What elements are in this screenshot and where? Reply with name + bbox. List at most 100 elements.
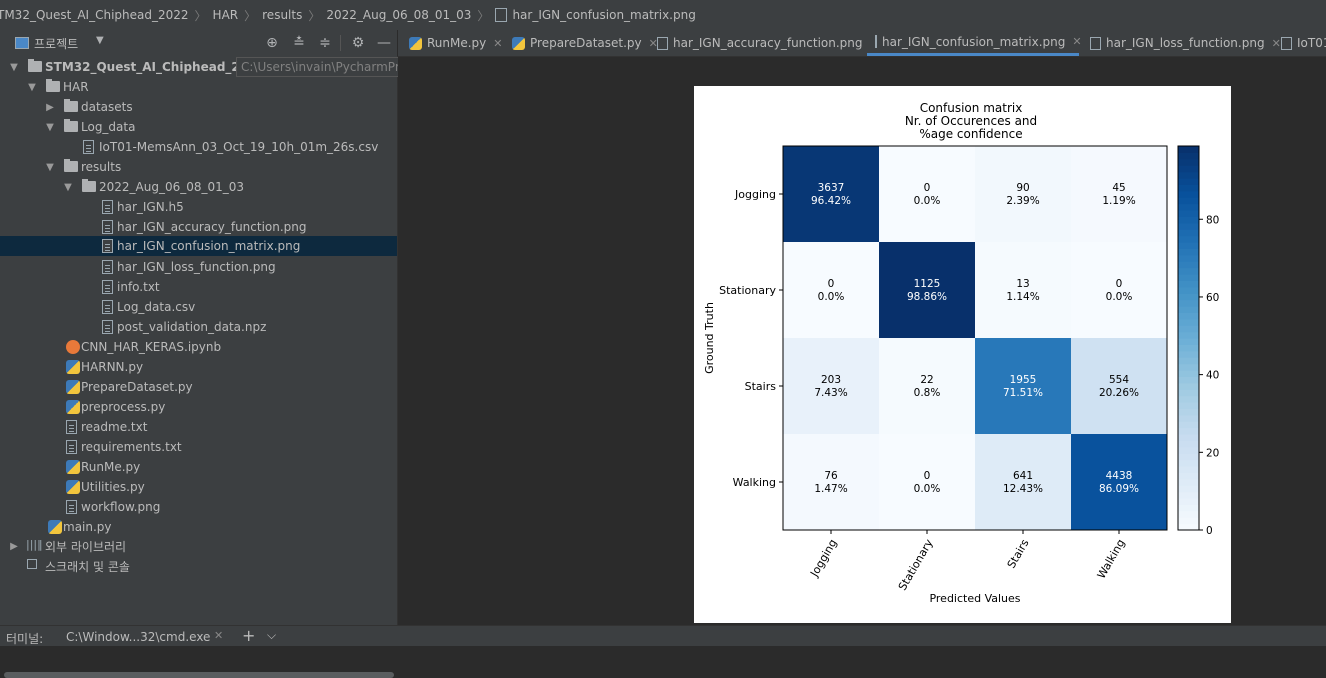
- tree-item-loss-png[interactable]: har_IGN_loss_function.png: [0, 257, 397, 277]
- tree-item-run-folder[interactable]: ▼ 2022_Aug_06_08_01_03: [0, 177, 397, 197]
- colorbar-segment: [1178, 229, 1199, 237]
- tree-item-csv[interactable]: IoT01-MemsAnn_03_Oct_19_10h_01m_26s.csv: [0, 137, 397, 157]
- breadcrumb-run-folder[interactable]: 2022_Aug_06_08_01_03: [326, 8, 472, 22]
- tree-item-runme[interactable]: RunMe.py: [0, 457, 397, 477]
- close-icon[interactable]: ✕: [1271, 36, 1281, 50]
- minimize-icon[interactable]: —: [377, 35, 391, 51]
- python-file-icon: [512, 36, 525, 50]
- tab-iot01[interactable]: IoT01: [1281, 30, 1326, 56]
- tree-item-label: 스크래치 및 콘솔: [45, 559, 130, 574]
- tab-confusion-matrix[interactable]: har_IGN_confusion_matrix.png ✕: [867, 30, 1082, 56]
- tab-preparedataset[interactable]: PrepareDataset.py ✕: [512, 30, 658, 56]
- expand-all-icon[interactable]: ≛: [293, 35, 305, 51]
- chevron-right-icon[interactable]: ▶: [10, 540, 18, 552]
- chevron-down-icon[interactable]: ▼: [28, 81, 36, 93]
- cell-percent-label: 98.86%: [907, 291, 947, 303]
- tree-item-harnn[interactable]: HARNN.py: [0, 357, 397, 377]
- cell-percent-label: 0.0%: [1106, 291, 1133, 303]
- tree-item-info-txt[interactable]: info.txt: [0, 277, 397, 297]
- tree-item-main[interactable]: main.py: [0, 517, 397, 537]
- tree-item-label: datasets: [81, 100, 133, 114]
- close-icon[interactable]: ✕: [1072, 35, 1082, 48]
- image-file-icon: [102, 260, 113, 274]
- tree-item-preprocess[interactable]: preprocess.py: [0, 397, 397, 417]
- colorbar-segment: [1178, 510, 1199, 518]
- tab-accuracy[interactable]: har_IGN_accuracy_function.png ✕: [657, 30, 879, 56]
- tab-label: har_IGN_confusion_matrix.png: [882, 34, 1066, 49]
- tree-item-scratches[interactable]: 스크래치 및 콘솔: [0, 556, 397, 576]
- chevron-down-icon[interactable]: ▼: [10, 61, 18, 73]
- close-icon[interactable]: ✕: [648, 36, 658, 50]
- cell-percent-label: 96.42%: [811, 195, 851, 207]
- colorbar-segment: [1178, 312, 1199, 320]
- heatmap-cell: [1071, 338, 1167, 434]
- colorbar-segment: [1178, 299, 1199, 307]
- cell-percent-label: 2.39%: [1006, 195, 1039, 207]
- colorbar-segment: [1178, 421, 1199, 429]
- tree-item-accuracy-png[interactable]: har_IGN_accuracy_function.png: [0, 217, 397, 237]
- colorbar-frame: [1177, 145, 1200, 531]
- breadcrumb-results[interactable]: results: [262, 8, 303, 22]
- folder-icon: [64, 119, 78, 132]
- horizontal-scrollbar[interactable]: [4, 672, 394, 678]
- tree-item-logdata-csv[interactable]: Log_data.csv: [0, 297, 397, 317]
- chevron-down-icon[interactable]: ▼: [46, 161, 54, 173]
- image-file-icon: [1090, 36, 1101, 50]
- tree-item-results[interactable]: ▼ results: [0, 157, 397, 177]
- heatmap-cell: [1071, 242, 1167, 338]
- colorbar-segment: [1178, 331, 1199, 339]
- tree-item-confusion-png[interactable]: har_IGN_confusion_matrix.png: [0, 236, 397, 256]
- y-tick-label: Stairs: [745, 380, 777, 393]
- colorbar-segment: [1178, 325, 1199, 333]
- cell-count-label: 76: [824, 470, 838, 482]
- tree-item-label: Log_data: [81, 120, 136, 134]
- tab-loss[interactable]: har_IGN_loss_function.png ✕: [1090, 30, 1281, 56]
- colorbar-segment: [1178, 190, 1199, 198]
- chevron-down-icon[interactable]: ▼: [96, 35, 104, 46]
- tree-item-external-libraries[interactable]: ▶ |||‖ 외부 라이브러리: [0, 536, 397, 556]
- chevron-down-icon[interactable]: ▼: [46, 121, 54, 133]
- breadcrumb-file[interactable]: har_IGN_confusion_matrix.png: [512, 8, 696, 22]
- tree-item-readme[interactable]: readme.txt: [0, 417, 397, 437]
- tree-item-label: HARNN.py: [81, 360, 144, 374]
- heatmap-cell: [783, 338, 879, 434]
- tree-item-requirements[interactable]: requirements.txt: [0, 437, 397, 457]
- chevron-down-icon[interactable]: ⌵: [267, 628, 277, 642]
- terminal-label[interactable]: 터미널:: [6, 632, 44, 646]
- colorbar-segment: [1178, 363, 1199, 371]
- breadcrumb-har[interactable]: HAR: [212, 8, 239, 22]
- tree-item-h5[interactable]: har_IGN.h5: [0, 197, 397, 217]
- tree-item-workflow[interactable]: workflow.png: [0, 497, 397, 517]
- tree-item-har[interactable]: ▼ HAR: [0, 77, 397, 97]
- tab-runme[interactable]: RunMe.py ✕: [409, 30, 503, 56]
- tree-item-datasets[interactable]: ▶ datasets: [0, 97, 397, 117]
- add-icon[interactable]: +: [242, 626, 256, 645]
- close-icon[interactable]: ✕: [493, 36, 503, 50]
- tree-item-log-data[interactable]: ▼ Log_data: [0, 117, 397, 137]
- cell-percent-label: 1.19%: [1102, 195, 1135, 207]
- collapse-all-icon[interactable]: ≑: [319, 35, 331, 51]
- notebook-icon: [66, 340, 80, 354]
- gear-icon[interactable]: ⚙: [351, 35, 365, 51]
- csv-file-icon: [83, 140, 94, 154]
- project-panel-title[interactable]: 프로젝트: [34, 37, 79, 51]
- tab-label: har_IGN_accuracy_function.png: [673, 36, 863, 50]
- chevron-right-icon[interactable]: ▶: [46, 101, 54, 113]
- tree-item-label: har_IGN_confusion_matrix.png: [117, 239, 301, 253]
- colorbar-tick-label: 60: [1206, 292, 1219, 304]
- terminal-tab[interactable]: C:\Window...32\cmd.exe: [66, 630, 211, 644]
- close-icon[interactable]: ✕: [214, 629, 224, 642]
- crosshair-icon[interactable]: ⊕: [266, 35, 278, 51]
- tree-item-preparedataset[interactable]: PrepareDataset.py: [0, 377, 397, 397]
- colorbar-segment: [1178, 370, 1199, 377]
- tree-item-utilities[interactable]: Utilities.py: [0, 477, 397, 497]
- chevron-down-icon[interactable]: ▼: [64, 181, 72, 193]
- tree-root[interactable]: ▼ STM32_Quest_AI_Chiphead_2022 C:\Users\…: [0, 57, 644, 77]
- tree-item-npz[interactable]: post_validation_data.npz: [0, 317, 397, 337]
- colorbar-segment: [1178, 395, 1199, 403]
- cell-count-label: 90: [1016, 182, 1029, 194]
- tree-item-label: readme.txt: [81, 420, 148, 434]
- tree-item-ipynb[interactable]: CNN_HAR_KERAS.ipynb: [0, 337, 397, 357]
- colorbar-segment: [1178, 453, 1199, 461]
- breadcrumb-project[interactable]: TM32_Quest_AI_Chiphead_2022: [0, 8, 189, 22]
